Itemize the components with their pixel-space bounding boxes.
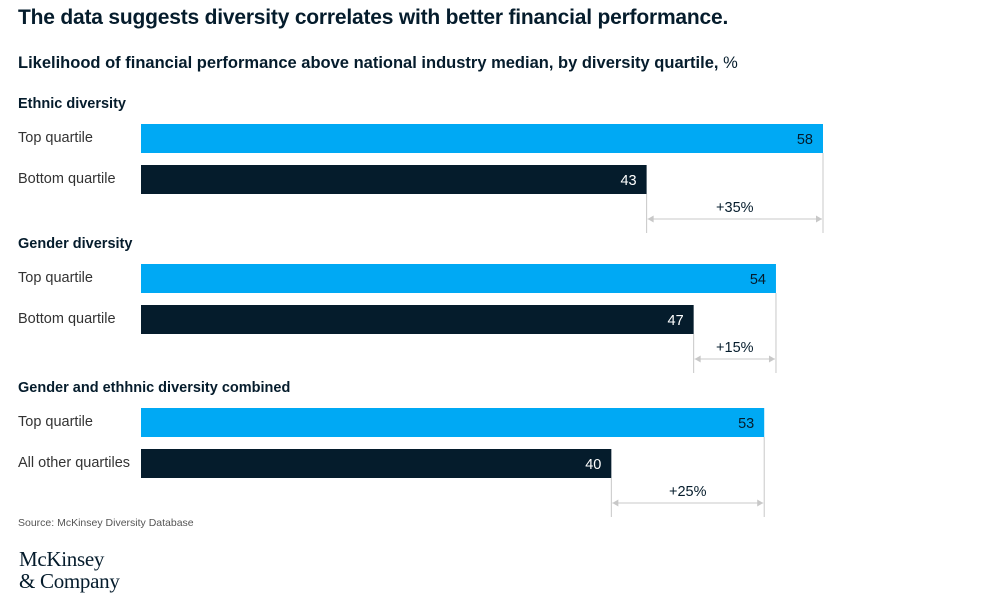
chart-subtitle: Likelihood of financial performance abov…: [18, 54, 738, 73]
bracket-arrow: [757, 499, 764, 507]
logo-line-2: & Company: [19, 569, 120, 593]
bracket-arrow: [768, 355, 775, 363]
bar: [141, 408, 765, 437]
bar: [141, 449, 612, 478]
subtitle-text: Likelihood of financial performance abov…: [18, 54, 719, 72]
difference-label: +35%: [716, 200, 754, 216]
bar-label: Top quartile: [18, 414, 93, 430]
bar-label: Bottom quartile: [18, 311, 116, 327]
difference-label: +25%: [669, 484, 707, 500]
value-label: 40: [585, 457, 601, 473]
source-note: Source: McKinsey Diversity Database: [18, 517, 194, 529]
bar: [141, 124, 823, 153]
difference-label: +15%: [716, 340, 754, 356]
bracket-arrow: [647, 215, 654, 223]
bar: [141, 165, 647, 194]
group-title: Ethnic diversity: [18, 96, 126, 112]
mckinsey-logo: McKinsey & Company: [19, 548, 120, 592]
logo-line-1: McKinsey: [19, 547, 105, 571]
bar: [141, 305, 694, 334]
chart-title: The data suggests diversity correlates w…: [18, 6, 729, 29]
bracket-arrow: [612, 499, 619, 507]
bar-label: Top quartile: [18, 270, 93, 286]
value-label: 47: [668, 313, 684, 329]
value-label: 58: [797, 132, 813, 148]
bracket-arrow: [816, 215, 822, 223]
group-title: Gender diversity: [18, 236, 132, 252]
bracket-arrow: [694, 355, 701, 363]
group-title: Gender and ethhnic diversity combined: [18, 380, 290, 396]
value-label: 53: [738, 416, 754, 432]
value-label: 54: [750, 272, 766, 288]
subtitle-unit: %: [723, 54, 738, 72]
value-label: 43: [620, 173, 636, 189]
bar-label: Top quartile: [18, 130, 93, 146]
bar-label: All other quartiles: [18, 455, 130, 471]
bar-label: Bottom quartile: [18, 171, 116, 187]
bar: [141, 264, 776, 293]
